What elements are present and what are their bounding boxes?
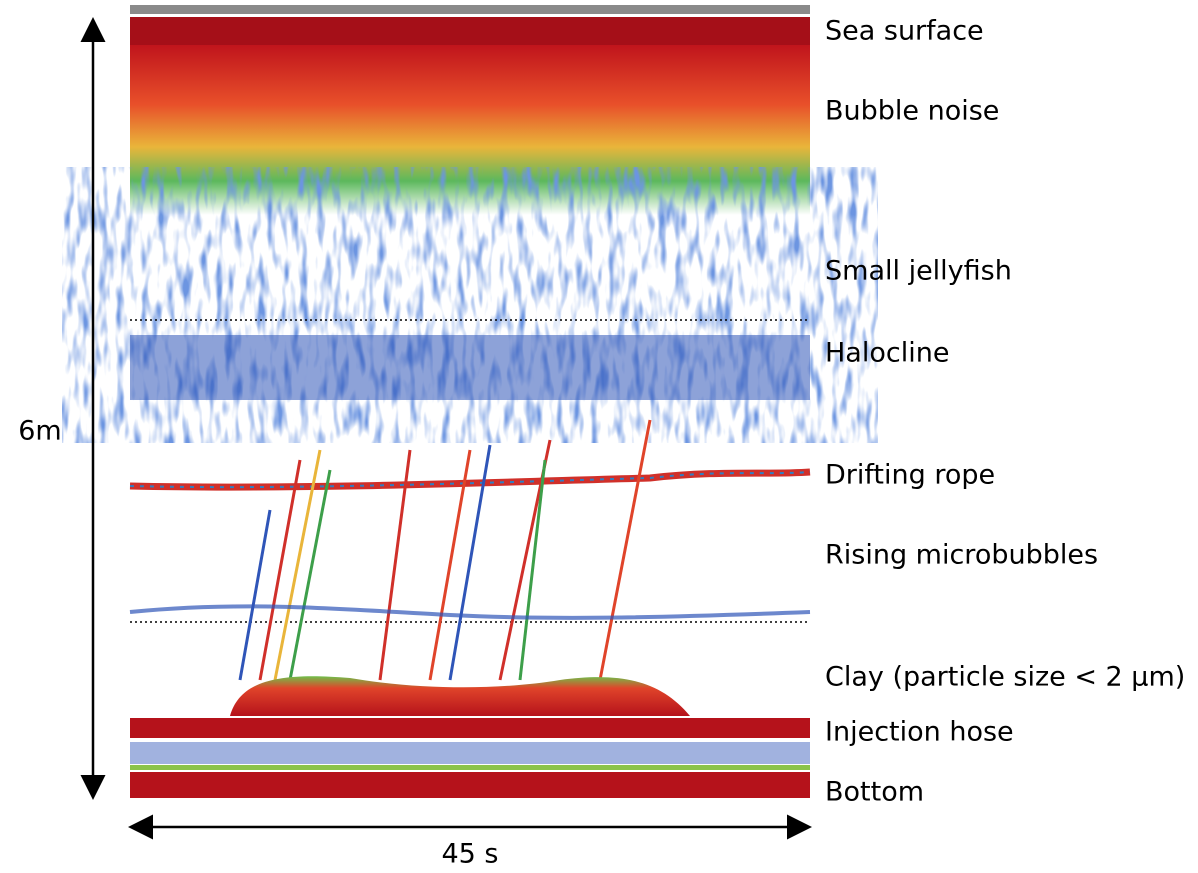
figure: 6m 45 s Sea surface Bubble noise Small jel… xyxy=(0,0,1198,868)
echogram xyxy=(130,5,810,798)
layer-label: Injection hose xyxy=(825,717,1014,748)
layer-label: Bottom xyxy=(825,777,924,808)
layer-label: Rising microbubbles xyxy=(825,540,1098,571)
layer-label: Drifting rope xyxy=(825,460,995,491)
layer-label: Halocline xyxy=(825,338,949,369)
layer-label: Small jellyfish xyxy=(825,256,1012,287)
layer-label: Clay (particle size < 2 μm) xyxy=(825,662,1185,693)
layer-label: Sea surface xyxy=(825,16,984,47)
layer-label: Bubble noise xyxy=(825,96,999,127)
labels: Sea surface Bubble noise Small jellyfish Ha… xyxy=(825,16,1185,808)
time-label: 45 s xyxy=(441,839,498,869)
depth-label: 6m xyxy=(18,416,61,447)
